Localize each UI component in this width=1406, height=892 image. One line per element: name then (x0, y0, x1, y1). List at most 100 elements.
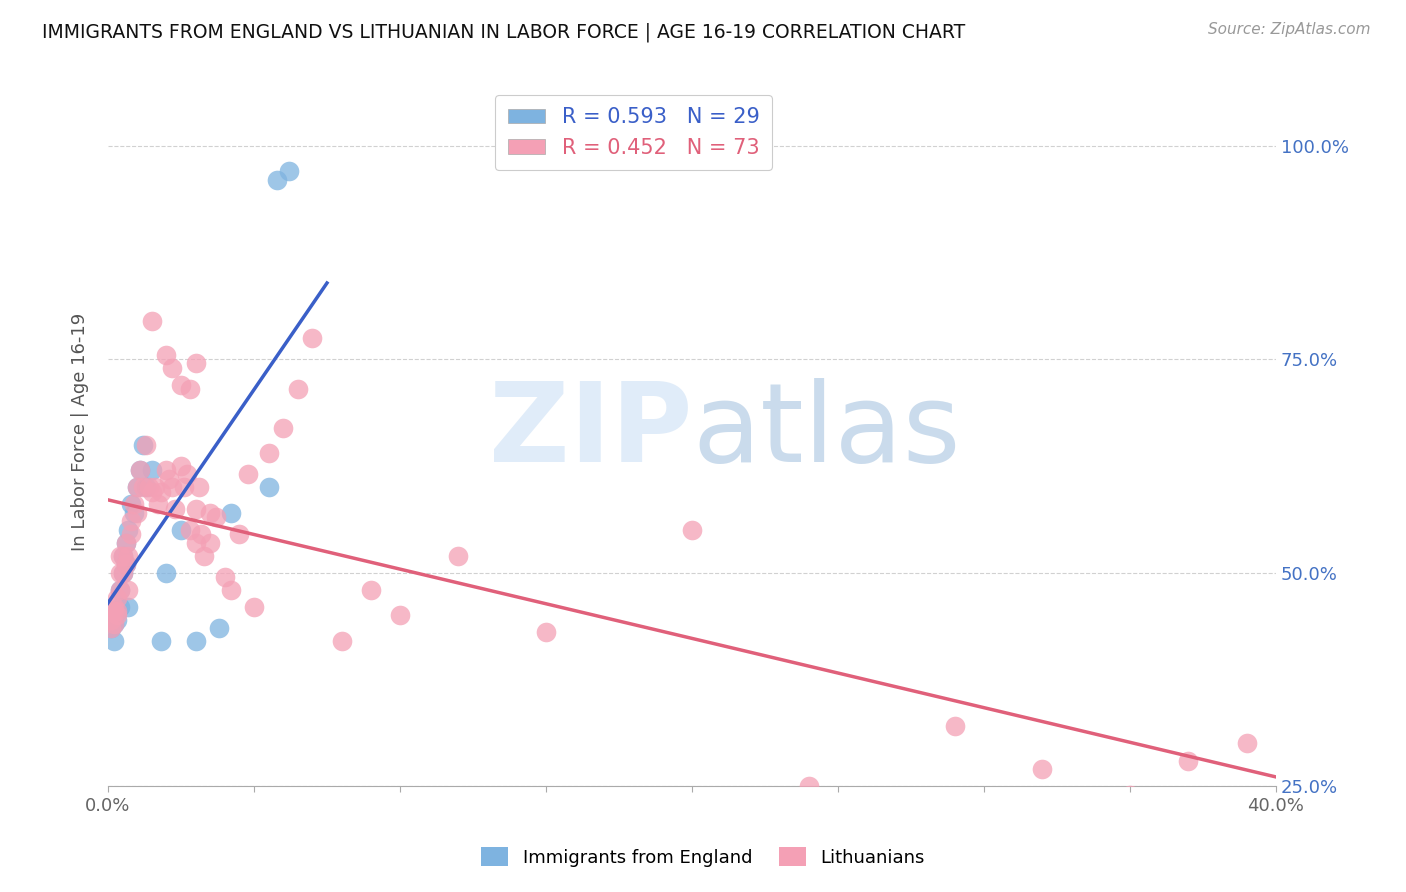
Point (132, 480, 155, 494)
Point (681, 523, 703, 537)
Point (127, 480, 149, 494)
Point (149, 484, 172, 499)
Point (179, 523, 201, 537)
Point (179, 382, 201, 396)
Point (100, 621, 122, 635)
Point (157, 472, 180, 486)
Point (214, 570, 236, 584)
Text: IMMIGRANTS FROM ENGLAND VS LITHUANIAN IN LABOR FORCE | AGE 16-19 CORRELATION CHA: IMMIGRANTS FROM ENGLAND VS LITHUANIAN IN… (42, 22, 966, 42)
Point (120, 515, 142, 529)
Point (160, 480, 183, 494)
Point (100, 613, 122, 627)
Point (149, 634, 172, 648)
Point (301, 331, 323, 345)
Point (193, 549, 215, 563)
Point (105, 608, 128, 623)
Point (208, 621, 231, 635)
Point (141, 314, 163, 328)
Point (198, 536, 221, 550)
Point (271, 420, 294, 434)
Point (388, 608, 411, 623)
Point (117, 549, 139, 563)
Point (122, 497, 145, 511)
Point (170, 458, 193, 473)
Point (160, 360, 183, 375)
Point (141, 463, 163, 477)
Point (103, 634, 125, 648)
Text: atlas: atlas (692, 378, 960, 485)
Point (138, 480, 160, 494)
Point (205, 510, 228, 524)
Point (266, 173, 288, 187)
Point (135, 437, 157, 451)
Point (135, 480, 157, 494)
Point (170, 523, 193, 537)
Point (257, 480, 280, 494)
Point (176, 467, 198, 482)
Point (108, 582, 131, 597)
Point (1236, 736, 1258, 750)
Point (146, 497, 169, 511)
Point (184, 356, 207, 370)
Y-axis label: In Labor Force | Age 16-19: In Labor Force | Age 16-19 (72, 313, 89, 551)
Point (120, 497, 142, 511)
Point (797, 779, 820, 793)
Point (165, 501, 187, 516)
Point (173, 480, 195, 494)
Point (100, 621, 122, 635)
Point (236, 467, 259, 482)
Point (287, 382, 309, 396)
Point (117, 599, 139, 614)
Point (111, 549, 134, 563)
Point (187, 480, 209, 494)
Point (257, 446, 280, 460)
Point (114, 557, 136, 571)
Point (105, 613, 128, 627)
Point (111, 549, 134, 563)
Point (184, 501, 207, 516)
Point (108, 582, 131, 597)
Point (278, 164, 301, 178)
Point (219, 506, 242, 520)
Point (1177, 754, 1199, 768)
Point (111, 566, 134, 580)
Point (219, 582, 242, 597)
Point (114, 536, 136, 550)
Text: Source: ZipAtlas.com: Source: ZipAtlas.com (1208, 22, 1371, 37)
Point (108, 599, 131, 614)
Point (447, 549, 470, 563)
Point (111, 566, 134, 580)
Text: ZIP: ZIP (489, 378, 692, 485)
Point (120, 527, 142, 541)
Point (155, 566, 177, 580)
Point (122, 506, 145, 520)
Point (127, 506, 149, 520)
Point (129, 463, 152, 477)
Point (184, 536, 207, 550)
Point (105, 604, 128, 618)
Point (114, 536, 136, 550)
Point (943, 719, 966, 733)
Point (141, 484, 163, 499)
Point (105, 591, 128, 606)
Point (103, 599, 125, 614)
Point (132, 437, 155, 451)
Legend: R = 0.593   N = 29, R = 0.452   N = 73: R = 0.593 N = 29, R = 0.452 N = 73 (495, 95, 772, 170)
Point (103, 616, 125, 631)
Point (534, 625, 557, 640)
Point (243, 599, 266, 614)
Point (117, 523, 139, 537)
Point (330, 634, 353, 648)
Point (228, 527, 250, 541)
Point (105, 604, 128, 618)
Point (170, 377, 193, 392)
Point (117, 582, 139, 597)
Point (114, 557, 136, 571)
Point (143, 480, 166, 494)
Legend: Immigrants from England, Lithuanians: Immigrants from England, Lithuanians (474, 840, 932, 874)
Point (360, 582, 382, 597)
Point (155, 463, 177, 477)
Point (184, 634, 207, 648)
Point (190, 527, 212, 541)
Point (1119, 788, 1142, 802)
